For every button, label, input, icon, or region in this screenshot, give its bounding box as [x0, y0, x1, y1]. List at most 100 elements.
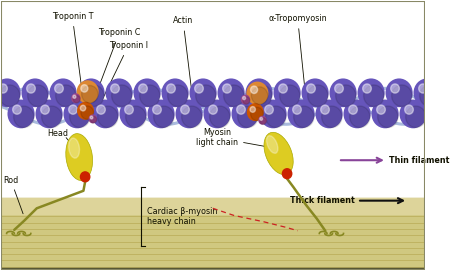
Circle shape [96, 105, 105, 114]
Circle shape [50, 78, 76, 107]
Circle shape [278, 84, 287, 93]
Circle shape [147, 99, 174, 128]
Circle shape [251, 87, 267, 104]
Circle shape [371, 99, 398, 128]
Circle shape [321, 106, 341, 128]
Circle shape [166, 84, 175, 93]
Circle shape [97, 106, 118, 128]
Circle shape [259, 99, 286, 128]
Circle shape [82, 84, 91, 93]
Circle shape [81, 85, 98, 103]
Text: Thin filament: Thin filament [388, 156, 448, 165]
Circle shape [405, 106, 425, 128]
Circle shape [55, 84, 63, 93]
Circle shape [390, 84, 399, 93]
Circle shape [292, 105, 301, 114]
Circle shape [80, 105, 86, 111]
Bar [1, 198, 424, 214]
Circle shape [194, 84, 203, 93]
Circle shape [413, 78, 440, 107]
Circle shape [399, 99, 426, 128]
Circle shape [377, 106, 397, 128]
Circle shape [343, 99, 370, 128]
Circle shape [80, 172, 90, 182]
Text: Cardiac β-myosin
heavy chain: Cardiac β-myosin heavy chain [147, 207, 217, 226]
Circle shape [91, 99, 118, 128]
Circle shape [329, 78, 356, 107]
Circle shape [175, 99, 202, 128]
Circle shape [279, 85, 299, 107]
Text: Myosin
light chain: Myosin light chain [196, 128, 271, 148]
Circle shape [181, 106, 202, 128]
Text: Rod: Rod [3, 176, 18, 185]
Circle shape [77, 102, 94, 120]
Ellipse shape [266, 136, 277, 153]
Circle shape [208, 105, 217, 114]
Circle shape [35, 99, 62, 128]
Circle shape [41, 106, 62, 128]
Circle shape [246, 82, 268, 105]
Circle shape [259, 117, 262, 120]
Circle shape [222, 84, 231, 93]
Circle shape [315, 99, 342, 128]
Circle shape [152, 105, 161, 114]
Circle shape [335, 85, 355, 107]
Circle shape [282, 169, 291, 179]
Circle shape [404, 105, 412, 114]
Text: Troponin C: Troponin C [91, 28, 140, 108]
Circle shape [0, 78, 20, 107]
Circle shape [180, 105, 189, 114]
Circle shape [384, 78, 412, 107]
Circle shape [90, 117, 96, 123]
Circle shape [13, 105, 21, 114]
Circle shape [69, 105, 77, 114]
Circle shape [28, 85, 48, 107]
Circle shape [357, 78, 384, 107]
Circle shape [273, 78, 300, 107]
Circle shape [237, 106, 258, 128]
Circle shape [189, 78, 216, 107]
Circle shape [73, 95, 80, 103]
Circle shape [245, 78, 272, 107]
Ellipse shape [69, 138, 79, 158]
Circle shape [265, 106, 285, 128]
Circle shape [105, 78, 132, 107]
Circle shape [293, 106, 313, 128]
Circle shape [124, 105, 133, 114]
Circle shape [88, 114, 97, 123]
Circle shape [349, 106, 369, 128]
Circle shape [251, 85, 271, 107]
Circle shape [243, 97, 249, 104]
Circle shape [258, 116, 266, 125]
Circle shape [334, 84, 343, 93]
Circle shape [348, 105, 357, 114]
Circle shape [133, 78, 160, 107]
Circle shape [250, 84, 259, 93]
Circle shape [209, 106, 229, 128]
Circle shape [250, 86, 257, 93]
Text: Thick filament: Thick filament [289, 196, 354, 205]
Circle shape [240, 95, 250, 105]
Circle shape [249, 107, 255, 112]
Circle shape [83, 85, 104, 107]
Circle shape [63, 99, 91, 128]
Circle shape [391, 85, 411, 107]
Circle shape [250, 107, 263, 121]
Circle shape [40, 105, 49, 114]
Bar [1, 198, 424, 270]
Circle shape [195, 85, 216, 107]
Circle shape [70, 106, 90, 128]
Circle shape [7, 99, 35, 128]
Circle shape [223, 85, 243, 107]
Text: Head: Head [47, 129, 68, 138]
Ellipse shape [263, 132, 293, 175]
Text: Troponin I: Troponin I [94, 41, 147, 116]
Text: Troponin T: Troponin T [51, 12, 93, 89]
Circle shape [21, 78, 49, 107]
Circle shape [153, 106, 174, 128]
Circle shape [26, 84, 35, 93]
Circle shape [167, 85, 187, 107]
Circle shape [90, 116, 93, 119]
Circle shape [418, 84, 426, 93]
Text: Actin: Actin [172, 17, 193, 88]
